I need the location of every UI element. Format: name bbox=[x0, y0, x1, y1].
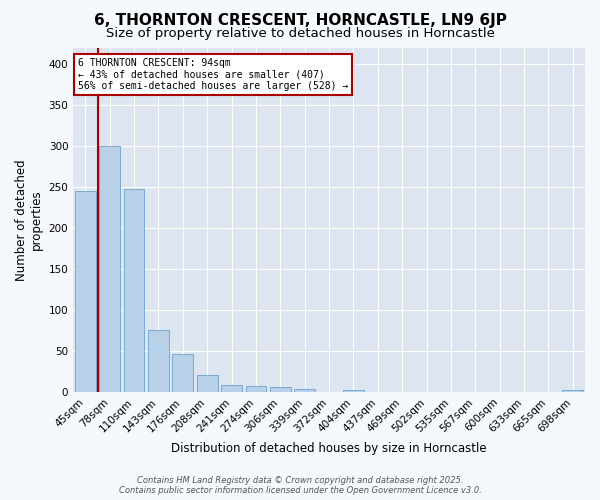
Y-axis label: Number of detached
properties: Number of detached properties bbox=[15, 159, 43, 280]
Bar bbox=[124, 188, 145, 392]
Text: Contains HM Land Registry data © Crown copyright and database right 2025.
Contai: Contains HM Land Registry data © Crown c… bbox=[119, 476, 481, 495]
Bar bbox=[100, 146, 120, 392]
Text: 6 THORNTON CRESCENT: 94sqm
← 43% of detached houses are smaller (407)
56% of sem: 6 THORNTON CRESCENT: 94sqm ← 43% of deta… bbox=[78, 58, 349, 91]
Bar bbox=[270, 387, 290, 392]
Bar bbox=[172, 354, 193, 392]
Bar bbox=[245, 386, 266, 392]
Bar bbox=[221, 384, 242, 392]
Bar bbox=[197, 374, 218, 392]
Text: Size of property relative to detached houses in Horncastle: Size of property relative to detached ho… bbox=[106, 28, 494, 40]
Bar bbox=[562, 390, 583, 392]
Bar bbox=[75, 191, 96, 392]
Bar bbox=[295, 388, 315, 392]
Bar bbox=[148, 330, 169, 392]
Text: 6, THORNTON CRESCENT, HORNCASTLE, LN9 6JP: 6, THORNTON CRESCENT, HORNCASTLE, LN9 6J… bbox=[94, 12, 506, 28]
Bar bbox=[343, 390, 364, 392]
X-axis label: Distribution of detached houses by size in Horncastle: Distribution of detached houses by size … bbox=[171, 442, 487, 455]
